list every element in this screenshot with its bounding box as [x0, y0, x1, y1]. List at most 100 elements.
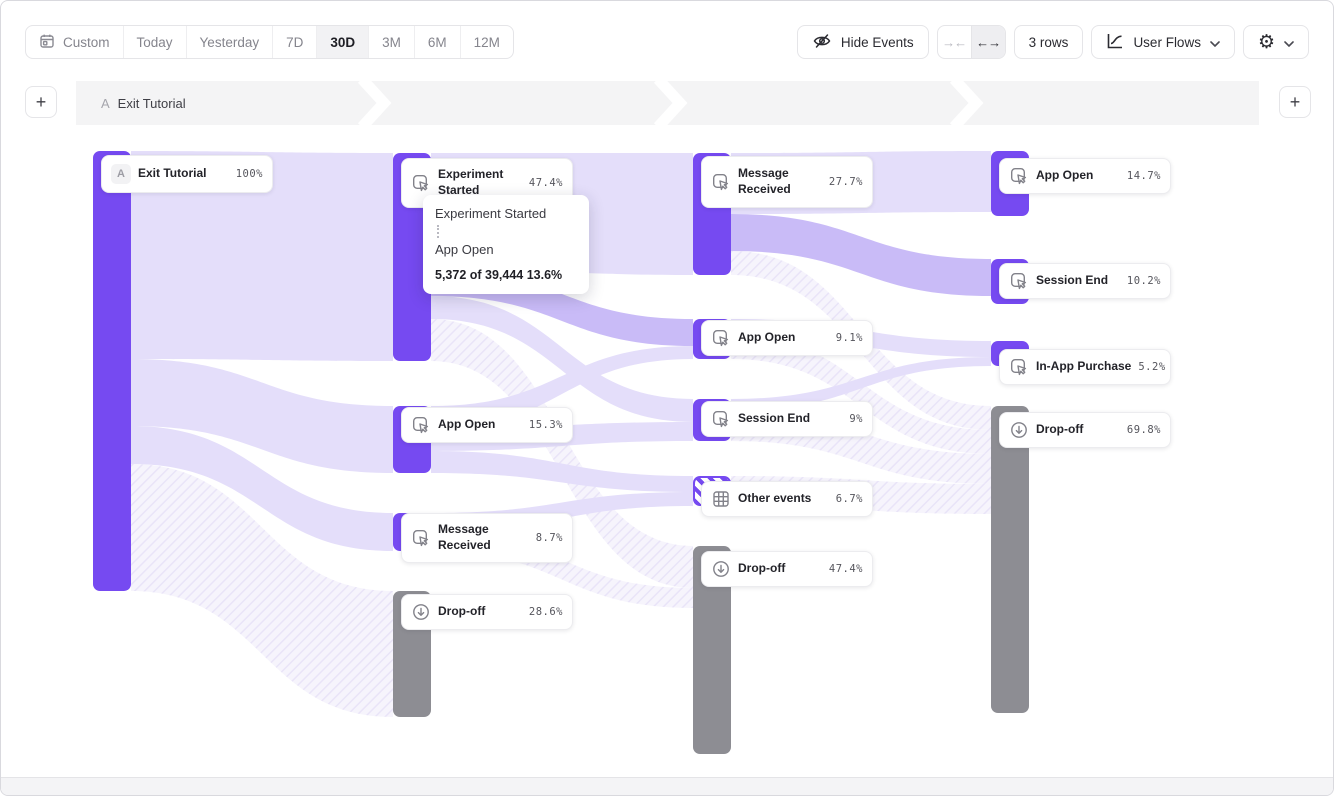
click-event-icon [711, 329, 731, 347]
node-percent: 6.7% [835, 493, 863, 505]
tooltip-source-event: Experiment Started [435, 206, 547, 221]
node-label: Session End [738, 411, 811, 426]
click-event-icon [1009, 358, 1029, 376]
node-percent: 8.7% [535, 532, 563, 544]
click-event-icon [1009, 167, 1029, 185]
click-event-icon [711, 410, 731, 428]
click-event-icon [411, 174, 431, 192]
tooltip-stat: 5,372 of 39,444 13.6% [435, 268, 563, 282]
c3-app-open-card[interactable]: App Open 14.7% [999, 158, 1171, 194]
step-badge: A [101, 95, 110, 111]
c3-session-end-card[interactable]: Session End 10.2% [999, 263, 1171, 299]
node-percent: 15.3% [528, 419, 563, 431]
node-label: Experiment Started [438, 167, 504, 197]
date-range-6m[interactable]: 6M [413, 26, 460, 58]
node-percent: 100% [235, 168, 263, 180]
c3-in-app-purchase-card[interactable]: In-App Purchase 5.2% [999, 349, 1171, 385]
click-event-icon [411, 416, 431, 434]
date-range-3m[interactable]: 3M [368, 26, 414, 58]
date-range-12m[interactable]: 12M [459, 26, 513, 58]
node-percent: 27.7% [828, 176, 863, 188]
flow-message-received-to-session-end[interactable] [731, 214, 991, 296]
click-event-icon [711, 173, 731, 191]
node-label: Other events [738, 491, 812, 506]
node-label: App Open [1036, 168, 1094, 183]
date-range-custom[interactable]: Custom [26, 26, 123, 58]
c3-drop-off-card[interactable]: Drop-off 69.8% [999, 412, 1171, 448]
chevron-down-icon [1210, 35, 1220, 50]
c2-app-open-card[interactable]: App Open 9.1% [701, 320, 873, 356]
column-width-toggle: →← ←→ [936, 25, 1006, 59]
node-percent: 5.2% [1138, 361, 1166, 373]
node-percent: 28.6% [528, 606, 563, 618]
flow-experiment-started-to-drop-off[interactable] [431, 319, 693, 588]
footer-strip [1, 777, 1333, 795]
tooltip-target-event: App Open [435, 242, 494, 257]
node-label: App Open [738, 330, 796, 345]
c2-drop-off-card[interactable]: Drop-off 47.4% [701, 551, 873, 587]
add-step-right-button[interactable]: + [1279, 86, 1311, 118]
node-label: Drop-off [1036, 422, 1084, 437]
eye-off-icon [812, 31, 832, 54]
flow-exit-tutorial-to-drop-off[interactable] [131, 464, 393, 717]
flow-exit-tutorial-to-app-open[interactable] [131, 359, 393, 473]
node-percent: 9.1% [835, 332, 863, 344]
step-letter-badge: A [111, 164, 131, 184]
node-percent: 9% [849, 413, 863, 425]
other-events-grid-icon [711, 490, 731, 508]
c2-other-events-card[interactable]: Other events 6.7% [701, 481, 873, 517]
click-event-icon [1009, 272, 1029, 290]
node-label: App Open [438, 417, 496, 432]
date-range-30d[interactable]: 30D [316, 26, 369, 58]
step-divider-chevrons [357, 81, 984, 125]
date-range-today[interactable]: Today [122, 26, 186, 58]
node-label: Drop-off [738, 561, 786, 576]
flow-exit-tutorial-to-experiment-started[interactable] [131, 151, 393, 361]
node-label: Message Received [438, 522, 491, 552]
date-range-label: Custom [63, 34, 110, 50]
funnel-steps-bar[interactable]: A Exit Tutorial [76, 81, 1259, 125]
chevron-down-icon [1284, 35, 1294, 50]
c1-app-open-card[interactable]: App Open 15.3% [401, 407, 573, 443]
flow-exit-tutorial-to-message-received[interactable] [131, 426, 393, 551]
collapse-columns-icon[interactable]: →← [942, 34, 967, 50]
c0-exit-tutorial-card[interactable]: A Exit Tutorial 100% [101, 155, 273, 193]
expand-columns-icon[interactable]: ←→ [970, 26, 1005, 58]
node-percent: 10.2% [1126, 275, 1161, 287]
c3-drop-off-bar[interactable] [991, 406, 1029, 713]
node-label: Drop-off [438, 604, 486, 619]
flow-experiment-started-to-session-end[interactable] [431, 296, 693, 422]
flow-session-end-to-in-app-purchase[interactable] [731, 357, 991, 411]
view-selector-button[interactable]: User Flows [1091, 25, 1235, 59]
step-title: Exit Tutorial [117, 95, 186, 111]
node-percent: 47.4% [528, 177, 563, 189]
drop-off-icon [411, 603, 431, 621]
flow-app-open-to-other-events[interactable] [431, 451, 693, 492]
node-label: Session End [1036, 273, 1109, 288]
rows-button[interactable]: 3 rows [1013, 25, 1084, 59]
date-range-yesterday[interactable]: Yesterday [185, 26, 273, 58]
node-percent: 47.4% [828, 563, 863, 575]
flow-app-open-to-drop-off[interactable] [731, 335, 991, 454]
drop-off-icon [1009, 421, 1029, 439]
c1-message-received-card[interactable]: Message Received 8.7% [401, 513, 573, 563]
c2-message-received-card[interactable]: Message Received 27.7% [701, 156, 873, 208]
c2-session-end-card[interactable]: Session End 9% [701, 401, 873, 437]
c0-exit-tutorial-bar[interactable] [93, 151, 131, 591]
calendar-icon [39, 33, 55, 52]
settings-button[interactable]: ⚙ [1242, 25, 1309, 59]
flows-chart-icon [1106, 32, 1124, 53]
add-step-left-button[interactable]: + [25, 86, 57, 118]
node-label: Exit Tutorial [138, 166, 207, 181]
node-percent: 69.8% [1126, 424, 1161, 436]
gear-icon: ⚙ [1257, 30, 1275, 53]
toolbar: Custom Today Yesterday 7D 30D 3M 6M 12M … [25, 25, 1309, 59]
tooltip-connector-dots [437, 225, 439, 238]
drop-off-icon [711, 560, 731, 578]
click-event-icon [411, 529, 431, 547]
date-range-7d[interactable]: 7D [272, 26, 316, 58]
hide-events-button[interactable]: Hide Events [796, 25, 929, 59]
c1-drop-off-card[interactable]: Drop-off 28.6% [401, 594, 573, 630]
